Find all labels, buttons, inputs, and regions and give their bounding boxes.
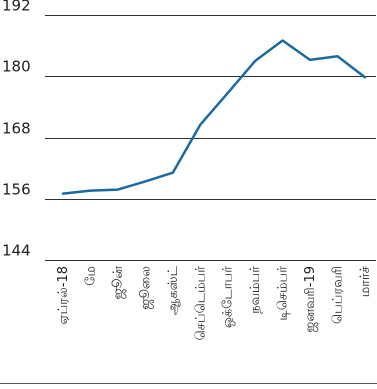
x-tick-label: ஜூன்: [111, 266, 126, 300]
gridlines: [45, 16, 376, 261]
x-tick-label: மார்ச்: [358, 266, 373, 297]
y-tick-label: 180: [2, 58, 31, 76]
x-tick-label: நவம்பர்: [248, 266, 263, 314]
y-axis-tick-labels: 144 156 168 180 192: [2, 0, 31, 260]
x-tick-label: செப்டெம்பர்: [193, 266, 208, 341]
x-axis-tick-labels: ஏப்ரல்-18 மே ஜூன் ஜூலை ஆகஸ்ட் செப்டெம்பர் ஒக்ட…: [56, 265, 373, 340]
series-layer: [63, 40, 365, 193]
x-tick-label: ஜூலை: [138, 266, 153, 310]
x-tick-label: டிசெம்பர்: [276, 266, 291, 321]
x-tick-label: ஒக்டோபர்: [221, 266, 236, 328]
y-tick-label: 156: [2, 181, 31, 199]
x-tick-label: ஏப்ரல்-18: [56, 266, 71, 325]
y-tick-label: 144: [2, 242, 31, 260]
x-tick-label: ஜனவரி-19: [303, 266, 318, 332]
x-tick-label: பெப்ரவரி: [331, 266, 346, 324]
x-tick-label: ஆகஸ்ட்: [166, 265, 181, 315]
y-tick-label: 192: [2, 0, 31, 15]
series-line-0: [63, 41, 365, 194]
x-tick-label: மே: [83, 266, 98, 286]
y-tick-label: 168: [2, 120, 31, 138]
